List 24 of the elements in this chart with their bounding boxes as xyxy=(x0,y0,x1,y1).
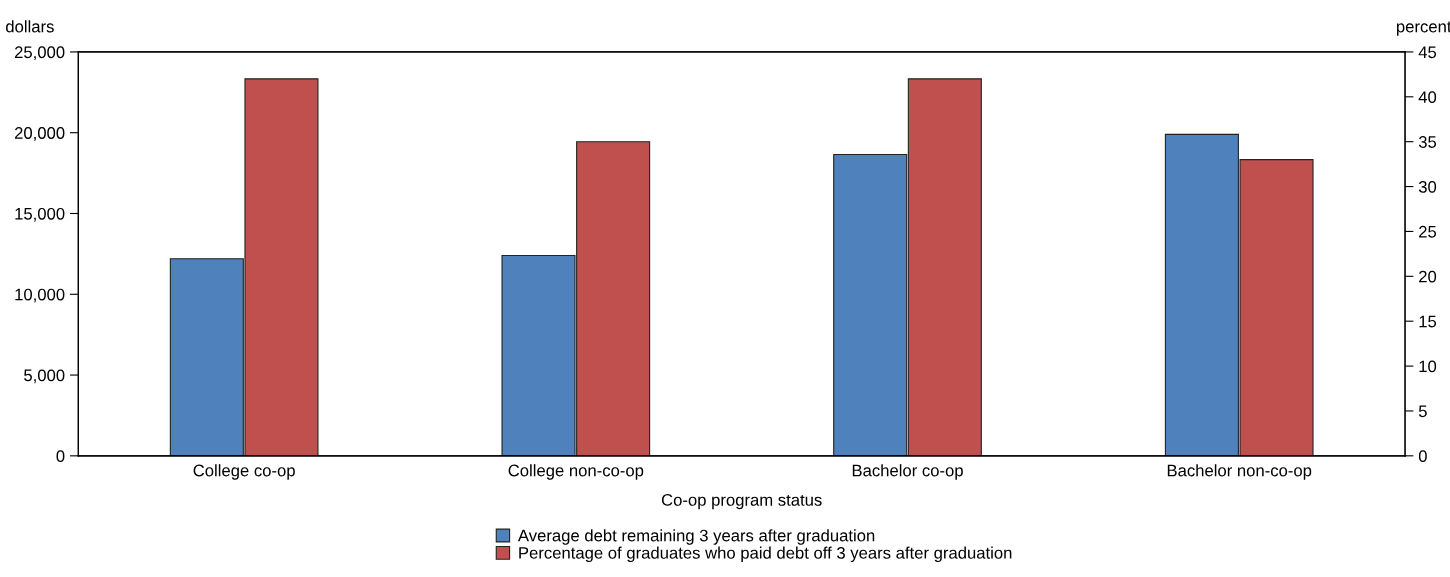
y2-tick-label: 40 xyxy=(1418,91,1437,104)
y-tick-label: 5,000 xyxy=(24,369,65,384)
y-tick-label: 10,000 xyxy=(15,288,65,303)
y2-tick-label: 25 xyxy=(1419,225,1437,238)
legend-label: Percentage of graduates who paid debt off 3 years after graduation xyxy=(519,546,1012,563)
y2-tick-label: 20 xyxy=(1419,270,1437,283)
x-tick-label: Bachelor non-co-op xyxy=(1167,464,1312,480)
x-tick-label: College co-op xyxy=(193,464,295,480)
x-tick-label: College non-co-op xyxy=(508,464,644,480)
y2-tick-label: 15 xyxy=(1419,315,1437,328)
y-tick-label: 20,000 xyxy=(14,127,65,141)
y-tick-label: 25,000 xyxy=(14,46,65,61)
x-tick-label: Bachelor co-op xyxy=(852,464,963,480)
y-axis-title: dollars xyxy=(6,20,54,33)
y2-tick-label: 0 xyxy=(1418,450,1427,463)
y2-tick-label: 30 xyxy=(1418,180,1437,193)
x-axis-title: Co-op program status xyxy=(661,494,822,510)
legend-label: Average debt remaining 3 years after graduation xyxy=(517,529,875,545)
y2-tick-label: 5 xyxy=(1418,405,1427,418)
y2-tick-label: 45 xyxy=(1418,46,1437,59)
y2-tick-label: 10 xyxy=(1419,360,1437,373)
y-tick-label: 0 xyxy=(56,450,65,463)
y2-tick-label: 35 xyxy=(1418,136,1437,148)
y-tick-label: 15,000 xyxy=(15,207,65,222)
